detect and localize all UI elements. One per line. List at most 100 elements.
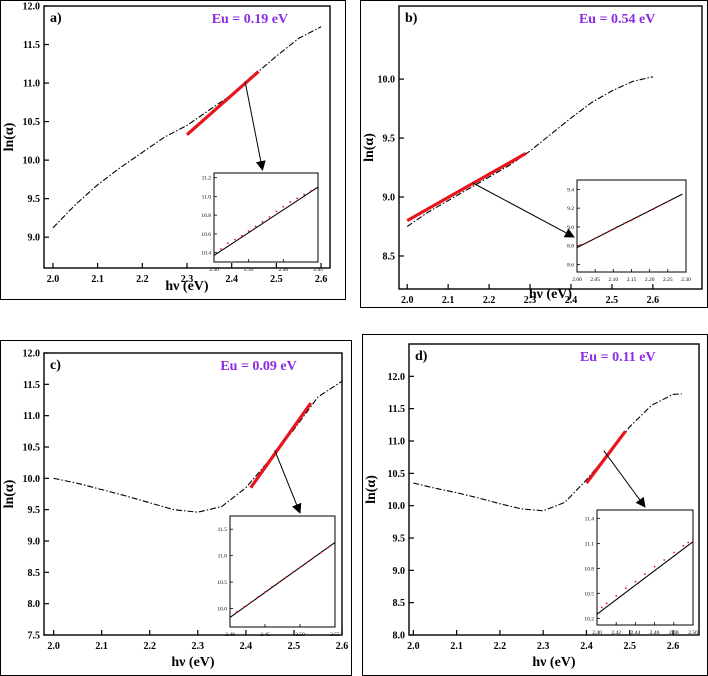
- inset-data-point: [250, 601, 252, 604]
- x-tick-label: 2.1: [95, 641, 108, 652]
- absorption-curve: [52, 26, 322, 229]
- inset-x-tick-label: 2.00: [572, 277, 582, 283]
- inset-data-point: [645, 211, 647, 214]
- inset-x-tick-label: 2.30: [681, 277, 691, 283]
- inset-frame: [213, 172, 319, 263]
- inset-data-point: [601, 233, 604, 236]
- panel-frame: [0, 0, 346, 300]
- inset-data-point: [264, 591, 266, 594]
- x-tick-label: 2.2: [136, 274, 149, 285]
- y-tick-label: 11.5: [388, 404, 405, 415]
- absorption-curve: [413, 393, 682, 512]
- inset-y-tick-label: 9.4: [567, 187, 574, 193]
- inset-data-point: [282, 205, 285, 208]
- inset: 2.00 2.05 2.10 2.15 2.20 2.25 2.30 8.6 8.8 9.0 9.2…: [567, 179, 691, 283]
- inset-y-tick-label: 11.0: [218, 554, 228, 560]
- inset-frame: [576, 179, 687, 273]
- inset-x-tick-label: 2.10: [609, 277, 619, 283]
- inset-data-point: [663, 559, 666, 561]
- urbach-energy-annotation: Eu = 0.54 eV: [579, 12, 655, 27]
- inset-y-tick-label: 10.5: [217, 580, 227, 586]
- panel-label: c): [50, 358, 61, 373]
- y-axis-label: ln(α): [364, 475, 379, 504]
- inset-x-tick-label: 2.50: [688, 630, 698, 636]
- inset-y-tick-label: 11.2: [202, 176, 212, 182]
- y-tick-label: 9.5: [383, 134, 396, 145]
- inset-data-point: [327, 546, 329, 549]
- inset-data-point: [630, 219, 633, 222]
- inset-data-point: [240, 234, 243, 237]
- y-tick-label: 10.5: [388, 469, 406, 480]
- inset-data-point: [637, 215, 640, 218]
- inset: 2.30 2.35 2.40 2.45 10.4 10.6 10.8 11.0 11.2: [201, 172, 323, 273]
- y-axis-label: ln(α): [2, 479, 17, 508]
- y-tick-label: 10.5: [23, 117, 41, 128]
- y-tick-label: 9.5: [28, 505, 41, 516]
- inset-data-point: [659, 204, 662, 207]
- inset-data-point: [289, 201, 292, 203]
- urbach-energy-annotation: Eu = 0.09 eV: [220, 359, 296, 374]
- plot-area: [408, 343, 700, 636]
- panel-a: 2.0 2.1 2.2 2.3 2.4 2.5 2.6 9.0 9.5 10.0 10.5 11.0 1…: [0, 0, 346, 300]
- inset-x-tick-label: 2.15: [627, 277, 637, 283]
- panel-d: 2.0 2.1 2.2 2.3 2.4 2.5 2.6 8.0 8.5 9.0 9.5 10.0 10.…: [362, 334, 708, 676]
- inset-y-tick-label: 10.6: [201, 232, 211, 238]
- x-tick-label: 2.0: [47, 641, 60, 652]
- inset-data-point: [687, 541, 690, 544]
- inset-x-tick-label: 2.45: [313, 267, 323, 273]
- inset-data-point: [682, 544, 685, 547]
- inset-frame: [229, 515, 336, 628]
- y-axis-label: ln(α): [2, 122, 17, 151]
- inset-data-point: [303, 193, 306, 196]
- inset-data-point: [310, 189, 312, 192]
- x-tick-label: 2.3: [537, 641, 550, 652]
- urbach-energy-annotation: Eu = 0.11 eV: [580, 350, 656, 365]
- inset-data-point: [299, 566, 301, 569]
- y-tick-label: 10.0: [388, 501, 406, 512]
- inset-fit-line: [229, 541, 336, 618]
- inset-data-point: [624, 587, 627, 590]
- y-tick-label: 11.5: [23, 380, 40, 391]
- callout-arrow: [274, 449, 302, 514]
- inset-data-point: [652, 208, 655, 211]
- y-tick-label: 8.5: [393, 598, 406, 609]
- x-tick-label: 2.3: [524, 295, 537, 306]
- linear-fit-line: [185, 70, 260, 136]
- inset-data-point: [247, 230, 250, 232]
- inset-x-tick-label: 2.45: [260, 632, 270, 638]
- callout-arrow: [472, 182, 575, 238]
- inset-data-point: [278, 581, 280, 583]
- x-tick-label: 2.4: [225, 274, 238, 285]
- x-tick-label: 2.5: [270, 274, 283, 285]
- x-tick-label: 2.2: [143, 641, 156, 652]
- x-tick-label: 2.1: [442, 295, 455, 306]
- x-axis-label: hν (eV): [532, 655, 576, 670]
- x-tick-label: 2.4: [240, 641, 253, 652]
- inset-data-point: [285, 576, 287, 579]
- x-tick-label: 2.6: [315, 274, 328, 285]
- x-tick-label: 2.0: [407, 641, 420, 652]
- inset-y-tick-label: 10.2: [584, 616, 594, 622]
- y-tick-label: 12.0: [23, 2, 41, 13]
- y-tick-label: 11.0: [23, 79, 40, 90]
- inset-x-tick-label: 2.44: [631, 630, 641, 636]
- inset-x-tick-label: 2.35: [244, 267, 254, 273]
- inset-y-tick-label: 10.8: [201, 213, 211, 219]
- inset-x-tick-label: 2.50: [295, 632, 305, 638]
- inset-fit-line: [213, 186, 319, 256]
- y-axis-label: ln(α): [362, 133, 377, 162]
- inset-data-point: [306, 561, 308, 564]
- inset-x-tick-label: 2.55: [330, 632, 340, 638]
- inset-y-tick-label: 11.1: [585, 541, 595, 547]
- absorption-curve: [406, 76, 654, 227]
- callout-arrow: [244, 81, 266, 171]
- x-tick-label: 2.5: [606, 295, 619, 306]
- inset-x-tick-label: 2.20: [645, 277, 655, 283]
- inset-data-point: [220, 247, 222, 250]
- inset-data-point: [605, 602, 608, 605]
- panel-c: 2.0 2.1 2.2 2.3 2.4 2.5 2.6 7.5 8.0 8.5 9.0 9.5 10.0…: [0, 340, 352, 676]
- x-tick-label: 2.4: [565, 295, 578, 306]
- inset-fit-line: [596, 541, 694, 615]
- inset-x-tick-label: 2.40: [279, 267, 289, 273]
- inset-data-point: [296, 197, 299, 200]
